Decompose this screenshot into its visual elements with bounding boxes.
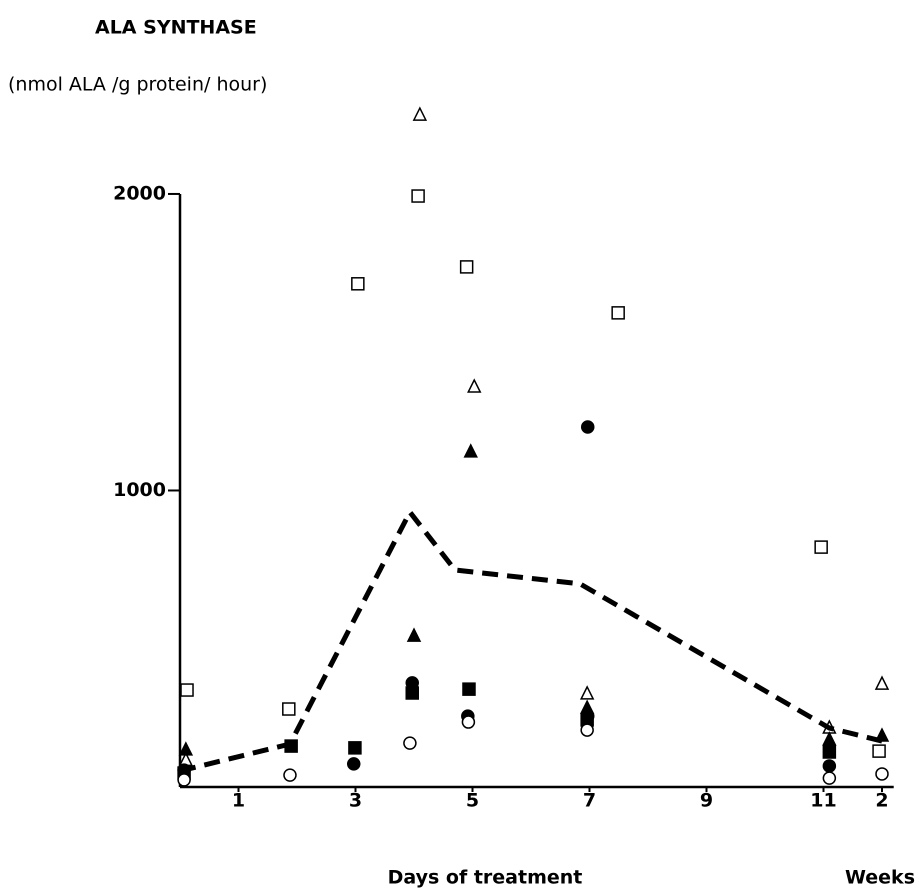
y-tick-label: 1000 [113, 479, 166, 501]
square-marker [459, 260, 474, 274]
x-tick-label: 11 [810, 790, 836, 812]
triangle-marker [412, 106, 428, 121]
x-tick-label: 7 [583, 790, 596, 812]
triangle-marker [178, 741, 194, 756]
square-marker [814, 540, 828, 554]
circle-marker [346, 757, 361, 771]
circle-marker [875, 767, 889, 781]
square-marker [348, 741, 362, 755]
chart-title: ALA SYNTHASE [95, 17, 257, 39]
square-marker [282, 702, 296, 716]
circle-marker [822, 771, 837, 785]
square-marker [351, 277, 365, 291]
square-marker [611, 306, 625, 320]
square-marker [462, 682, 476, 696]
square-marker [411, 189, 425, 203]
square-marker [180, 683, 194, 697]
square-marker [872, 744, 886, 758]
square-marker [405, 686, 419, 700]
circle-marker [822, 759, 837, 773]
x-axis-label: Days of treatment [388, 867, 583, 889]
circle-marker [461, 715, 476, 729]
circle-marker [580, 420, 595, 434]
x-tick-label: 3 [349, 790, 362, 812]
y-axis-label: (nmol ALA /g protein/ hour) [8, 74, 267, 96]
circle-marker [177, 773, 191, 787]
y-tick-label: 2000 [113, 182, 166, 204]
triangle-marker [874, 675, 890, 690]
circle-marker [403, 736, 417, 750]
x-tick-label: 1 [232, 790, 245, 812]
square-marker [822, 745, 837, 759]
triangle-marker [467, 378, 482, 393]
x-tick-label: 9 [700, 790, 713, 812]
x-tick-label: 2 [875, 790, 888, 812]
x-tick-label: 5 [466, 790, 479, 812]
triangle-marker [406, 627, 422, 642]
circle-marker [283, 768, 297, 782]
mean-line [179, 507, 883, 774]
triangle-marker [822, 731, 837, 746]
triangle-marker [579, 685, 595, 700]
x2-axis-label: Weeks [845, 867, 915, 889]
triangle-marker [463, 443, 478, 458]
circle-marker [580, 723, 594, 737]
